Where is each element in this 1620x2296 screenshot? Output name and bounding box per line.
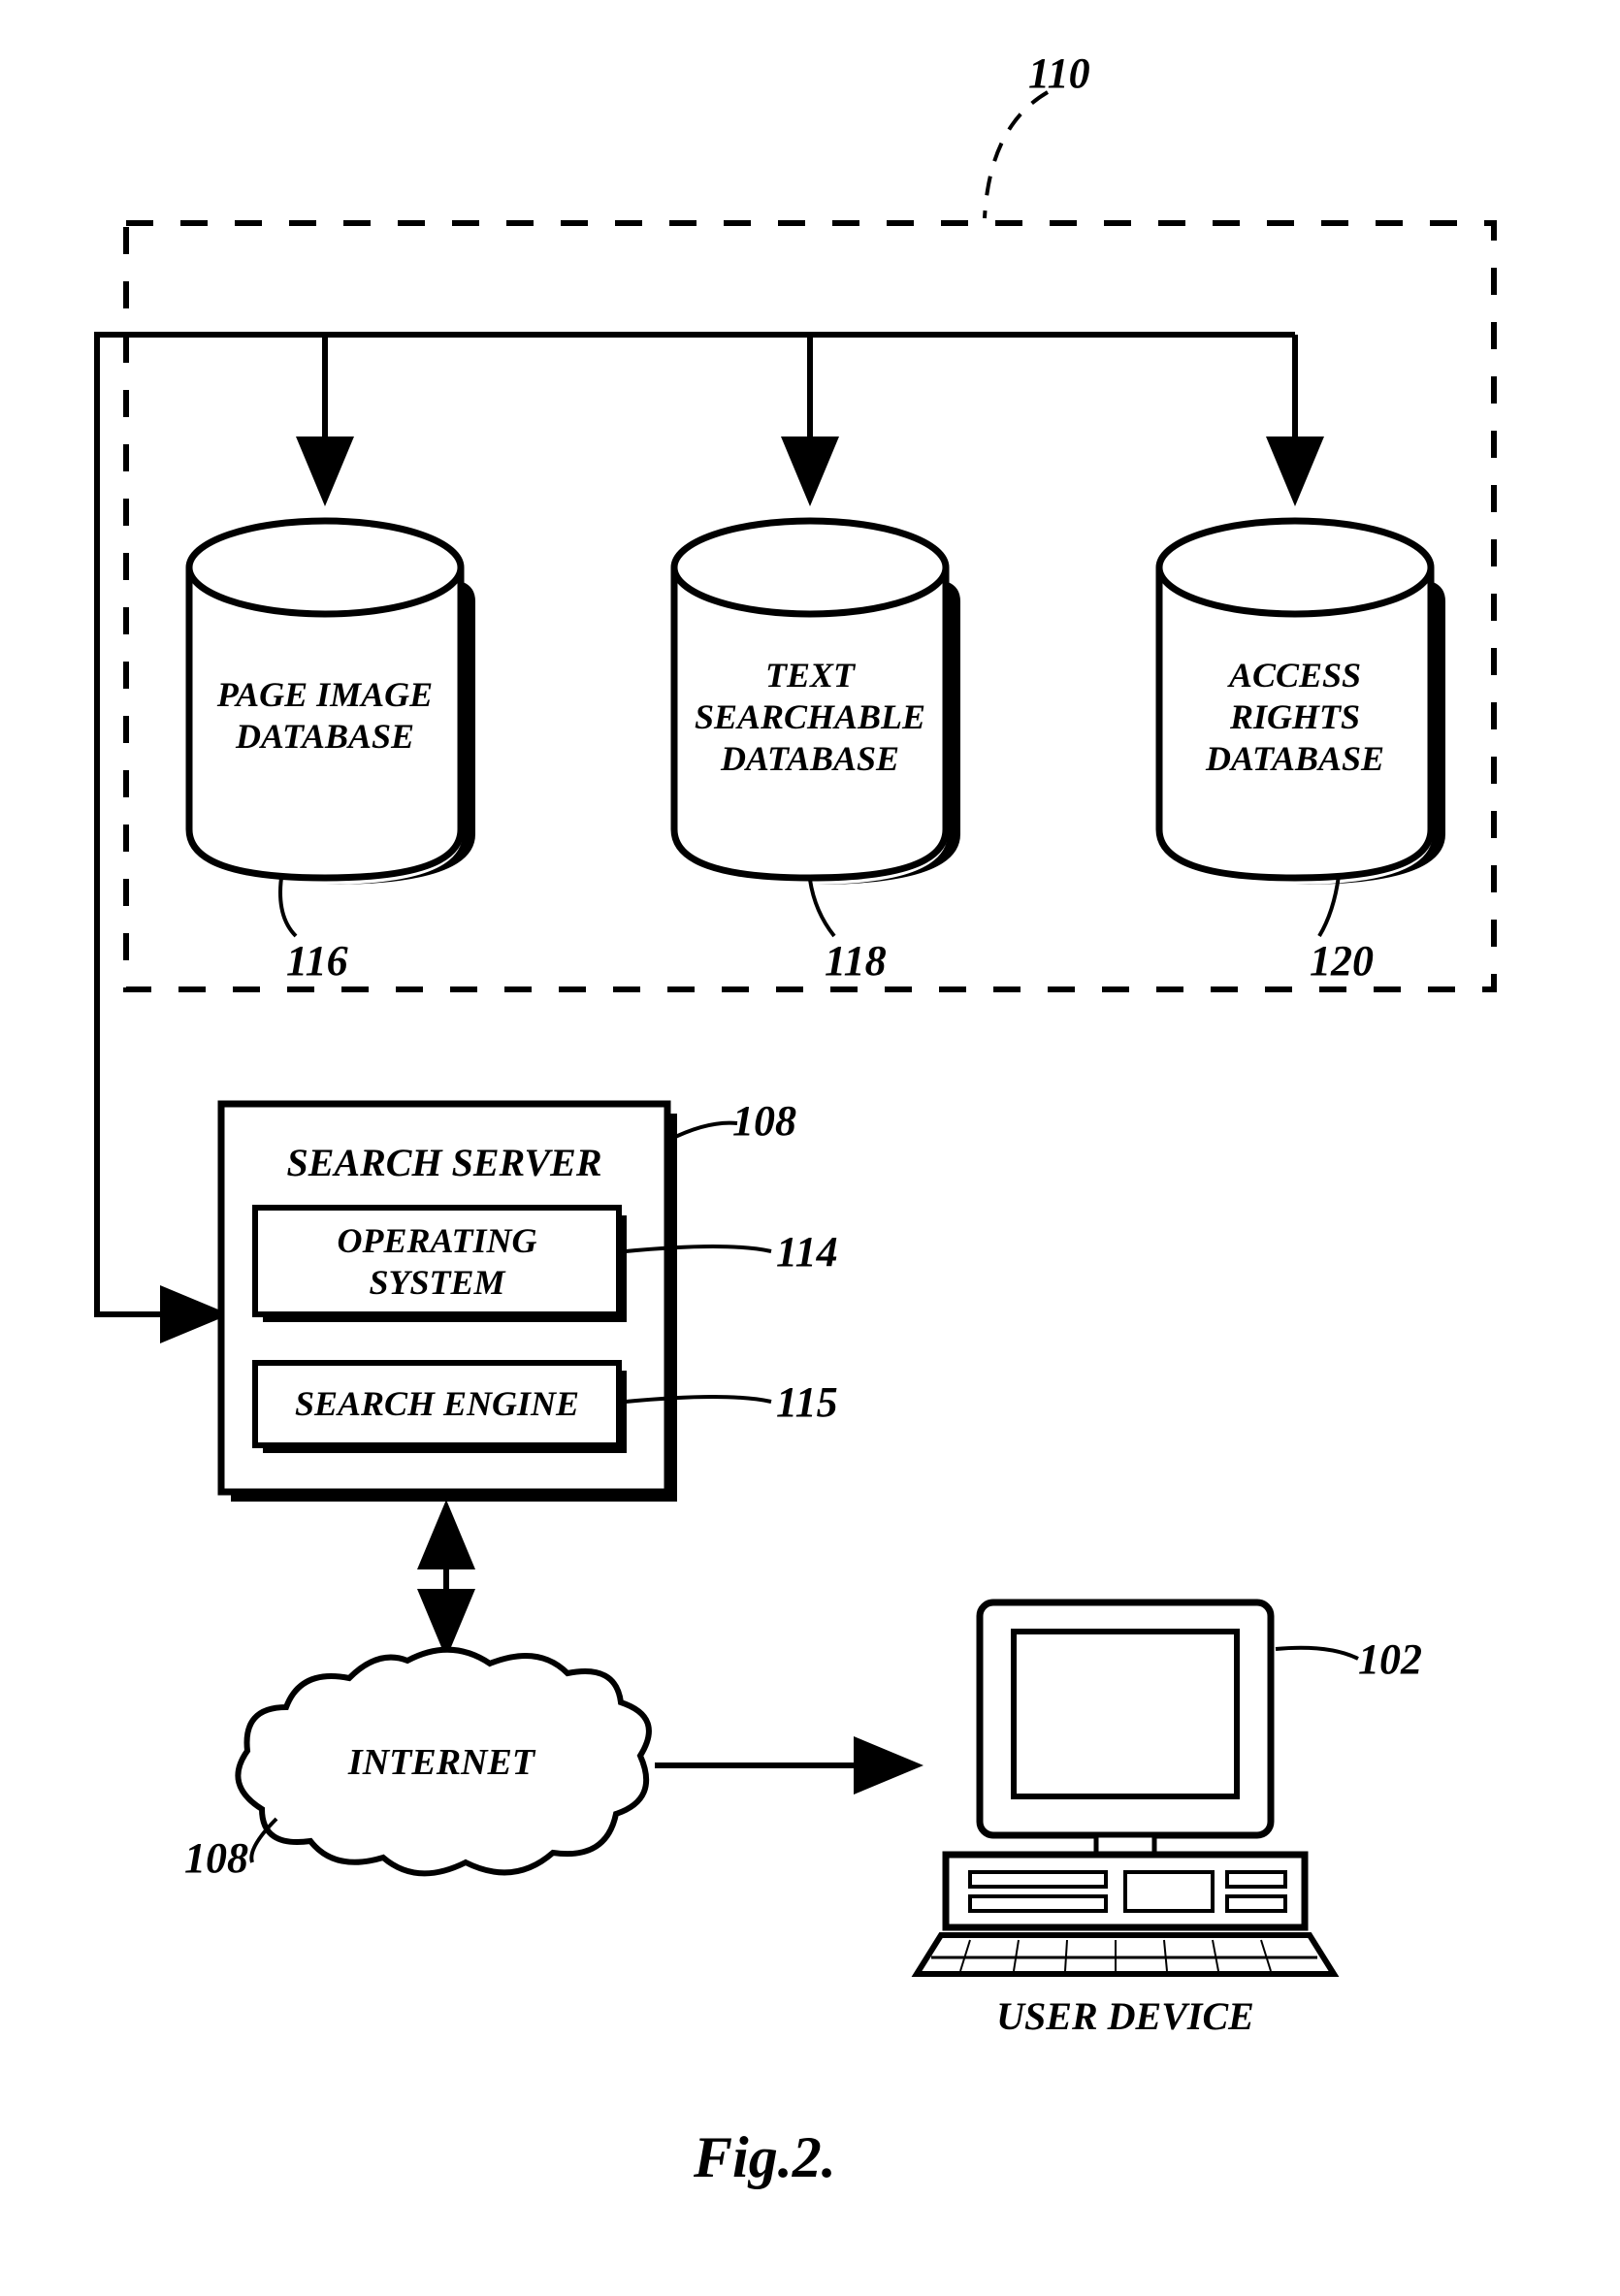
ref-115: 115 bbox=[776, 1377, 838, 1427]
ref-110: 110 bbox=[1028, 49, 1090, 98]
server-os-label: OPERATING SYSTEM bbox=[255, 1220, 619, 1304]
db1-label: PAGE IMAGE DATABASE bbox=[189, 674, 461, 758]
internet-label: INTERNET bbox=[296, 1741, 587, 1786]
leader-118 bbox=[810, 880, 834, 936]
ref-102: 102 bbox=[1358, 1634, 1422, 1684]
leader-102 bbox=[1276, 1648, 1358, 1659]
leader-116 bbox=[280, 878, 296, 936]
user-device bbox=[917, 1602, 1334, 1974]
figure-caption: Fig.2. bbox=[694, 2124, 836, 2191]
db2-label: TEXT SEARCHABLE DATABASE bbox=[674, 655, 946, 781]
server-title: SEARCH SERVER bbox=[221, 1140, 667, 1186]
server-engine-label: SEARCH ENGINE bbox=[255, 1383, 619, 1425]
ref-118: 118 bbox=[825, 936, 887, 986]
leader-108-server bbox=[669, 1123, 737, 1140]
ref-120: 120 bbox=[1310, 936, 1374, 986]
ref-114: 114 bbox=[776, 1227, 838, 1277]
db3-label: ACCESS RIGHTS DATABASE bbox=[1159, 655, 1431, 781]
ref-108-internet: 108 bbox=[184, 1833, 248, 1883]
ref-108-server: 108 bbox=[732, 1096, 796, 1146]
leader-120 bbox=[1319, 876, 1339, 936]
leader-110 bbox=[985, 92, 1048, 218]
ref-116: 116 bbox=[286, 936, 348, 986]
user-device-label: USER DEVICE bbox=[941, 1993, 1310, 2040]
